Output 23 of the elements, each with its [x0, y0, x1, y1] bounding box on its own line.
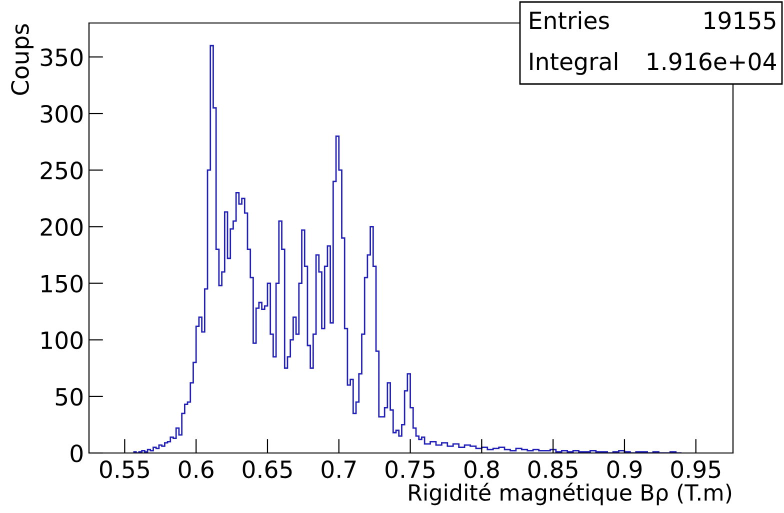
y-tick-label: 250: [40, 162, 83, 180]
x-tick-label: 0.75: [386, 460, 435, 478]
y-tick-label: 350: [40, 48, 83, 66]
x-tick-label: 0.8: [464, 460, 499, 478]
x-tick-label: 0.85: [528, 460, 578, 478]
y-tick-label: 50: [56, 388, 83, 406]
annotation: Integral: [530, 52, 618, 75]
x-tick-label: 0.9: [607, 460, 642, 478]
x-tick-label: 0.55: [100, 460, 149, 478]
annotation: 19155: [704, 11, 776, 30]
y-tick-label: 300: [40, 104, 83, 123]
x-tick-label: 0.6: [178, 460, 214, 478]
y-axis-title: Coups: [11, 24, 34, 95]
x-tick-label: 0.65: [242, 460, 292, 478]
annotation: Entries: [530, 11, 609, 30]
annotation: 1.916e+04: [648, 52, 776, 70]
x-tick-label: 0.7: [322, 460, 356, 478]
x-axis-title: Rigidité magnétique Bρ (T.m): [409, 482, 732, 506]
y-tick-label: 150: [42, 274, 83, 293]
y-tick-label: 100: [42, 331, 83, 350]
y-tick-label: 200: [40, 218, 83, 236]
y-tick-label: 0: [70, 444, 83, 462]
x-tick-label: 0.95: [671, 460, 720, 478]
